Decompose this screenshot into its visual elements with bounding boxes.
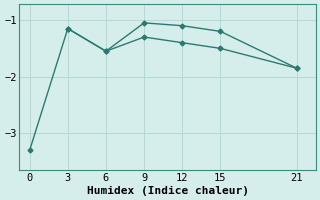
X-axis label: Humidex (Indice chaleur): Humidex (Indice chaleur) (87, 186, 249, 196)
